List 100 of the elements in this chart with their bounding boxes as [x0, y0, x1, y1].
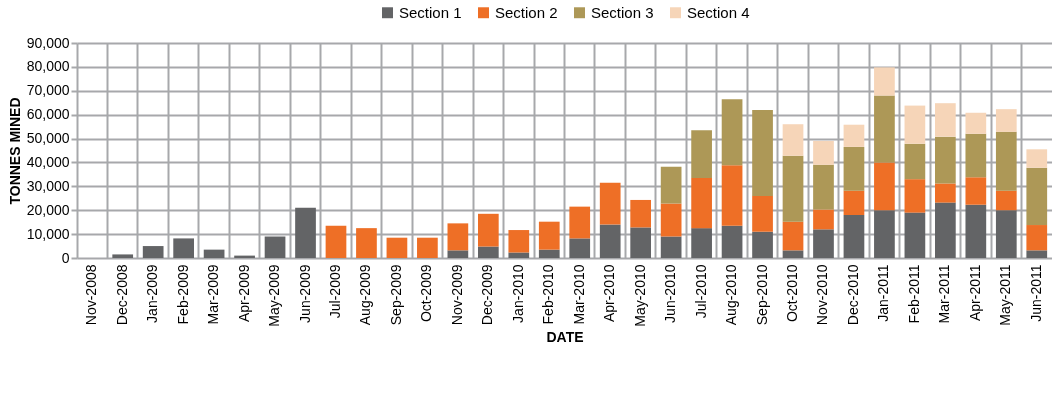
bar	[599, 182, 621, 225]
bar	[660, 203, 682, 237]
bar	[447, 223, 469, 251]
bar	[904, 143, 926, 180]
bar	[660, 166, 682, 204]
x-tick-label: Apr-2010	[601, 264, 618, 323]
bar	[356, 228, 377, 258]
x-tick-label: Dec-2010	[844, 264, 861, 326]
y-tick-label: 70,000	[26, 82, 70, 99]
y-tick-label: 40,000	[26, 153, 70, 170]
bar	[569, 238, 591, 258]
bar	[599, 224, 621, 258]
bar	[965, 204, 987, 258]
bar	[935, 183, 956, 203]
bar	[538, 249, 560, 258]
bar	[752, 109, 773, 196]
y-tick-label: 0	[61, 249, 70, 266]
bar	[295, 207, 316, 258]
x-tick-label: Nov-2010	[814, 264, 831, 326]
legend-label: Section 4	[687, 3, 750, 21]
bar	[904, 212, 926, 258]
x-tick-label: Jun-2011	[1027, 264, 1044, 322]
bar	[843, 190, 865, 215]
bar	[691, 130, 712, 178]
bar	[660, 236, 682, 258]
bar	[721, 99, 743, 166]
bar	[477, 246, 499, 258]
x-tick-label: Apr-2009	[235, 264, 252, 323]
bar	[813, 164, 834, 210]
bar	[935, 202, 956, 258]
bar	[782, 124, 804, 156]
bar	[782, 221, 804, 251]
bar	[1026, 167, 1048, 226]
bar	[386, 237, 408, 258]
bar	[203, 249, 225, 258]
bar	[112, 254, 134, 258]
x-tick-label: May-2009	[266, 264, 283, 327]
x-tick-label: Nov-2008	[83, 264, 100, 326]
bar	[995, 210, 1017, 258]
bar	[1026, 250, 1048, 258]
x-tick-label: Feb-2011	[905, 264, 922, 324]
bar	[752, 231, 773, 258]
x-tick-label: Aug-2010	[723, 264, 740, 326]
bar	[142, 246, 164, 258]
bar	[630, 199, 652, 228]
y-tick-label: 30,000	[26, 177, 70, 194]
legend-label: Section 2	[495, 3, 558, 21]
y-tick-label: 90,000	[26, 34, 70, 51]
bar	[965, 112, 987, 134]
y-tick-label: 50,000	[26, 130, 70, 147]
x-tick-label: Feb-2010	[540, 264, 557, 325]
bar	[813, 229, 834, 258]
bar	[782, 250, 804, 258]
bar	[508, 252, 530, 258]
bar	[508, 230, 530, 253]
bar	[965, 133, 987, 178]
bar	[843, 146, 865, 191]
bar	[752, 195, 773, 232]
bar	[965, 177, 987, 205]
x-tick-label: May-2011	[997, 264, 1014, 326]
x-tick-label: Jun-2010	[662, 264, 679, 323]
bar	[447, 250, 469, 258]
y-tick-label: 20,000	[26, 201, 70, 218]
x-tick-label: Oct-2009	[418, 264, 435, 323]
bar	[813, 140, 834, 165]
x-tick-label: Nov-2009	[448, 264, 465, 326]
y-axis-title: TONNES MINED	[6, 97, 23, 205]
bar	[874, 95, 895, 163]
bar	[843, 215, 865, 258]
x-tick-label: Mar-2011	[936, 264, 953, 324]
bar	[874, 210, 895, 258]
bar	[721, 225, 743, 258]
bar	[782, 155, 804, 222]
x-tick-label: Sep-2009	[387, 264, 404, 326]
legend-label: Section 1	[399, 3, 462, 21]
x-tick-label: Jun-2009	[296, 264, 313, 323]
bar	[813, 209, 834, 230]
x-tick-label: Apr-2011	[966, 264, 983, 322]
bar	[935, 136, 956, 184]
bar	[995, 131, 1017, 191]
x-tick-label: Jul-2009	[326, 264, 343, 319]
bar	[904, 105, 926, 144]
x-tick-label: Mar-2009	[205, 264, 222, 325]
x-tick-label: Aug-2009	[357, 264, 374, 326]
y-tick-label: 80,000	[26, 58, 70, 75]
bar	[721, 165, 743, 226]
y-tick-label: 60,000	[26, 106, 70, 123]
bar	[874, 67, 895, 96]
x-axis-title: DATE	[546, 328, 584, 345]
x-tick-label: Oct-2010	[784, 264, 801, 323]
x-tick-label: May-2010	[631, 264, 648, 327]
bar	[538, 221, 560, 250]
bar	[569, 206, 591, 239]
bar	[995, 109, 1017, 132]
bar	[477, 213, 499, 247]
x-tick-label: Dec-2008	[113, 264, 130, 326]
x-tick-label: Jan-2010	[509, 264, 526, 323]
bar	[874, 162, 895, 211]
bar	[630, 227, 652, 258]
bar	[264, 236, 286, 258]
